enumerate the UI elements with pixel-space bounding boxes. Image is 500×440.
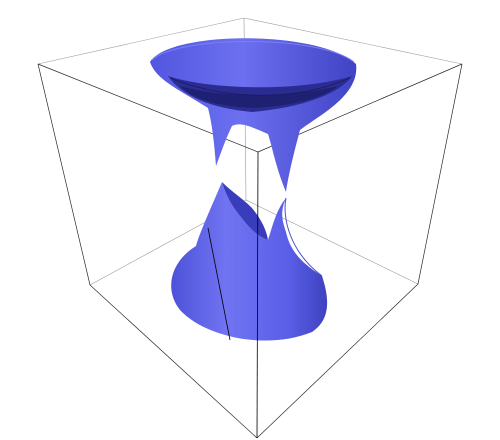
surface-lower-nappe: [171, 182, 328, 341]
surface-upper-nappe: [150, 38, 357, 192]
bounding-box-foreground: [207, 151, 259, 439]
